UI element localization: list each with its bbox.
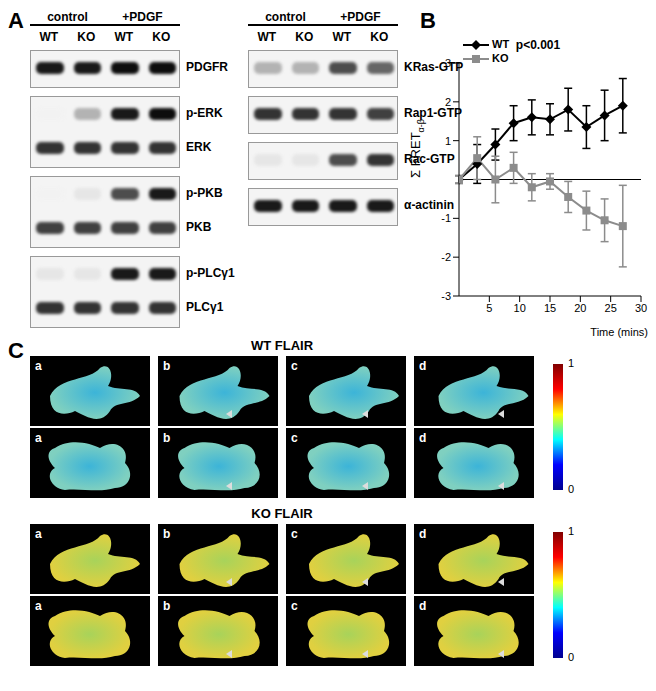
svg-text:5: 5: [486, 302, 492, 314]
svg-text:a: a: [35, 599, 42, 613]
svg-text:b: b: [163, 359, 170, 373]
svg-text:c: c: [291, 431, 298, 445]
svg-text:a: a: [35, 359, 42, 373]
svg-text:d: d: [419, 599, 426, 613]
svg-text:-1: -1: [441, 212, 451, 224]
svg-text:1: 1: [445, 135, 451, 147]
svg-text:-3: -3: [441, 290, 451, 302]
svg-text:2: 2: [445, 96, 451, 108]
svg-text:d: d: [419, 431, 426, 445]
svg-text:a: a: [35, 527, 42, 541]
svg-text:b: b: [163, 599, 170, 613]
svg-text:3: 3: [445, 57, 451, 69]
svg-text:b: b: [163, 527, 170, 541]
svg-text:a: a: [35, 431, 42, 445]
svg-text:25: 25: [605, 302, 617, 314]
svg-text:20: 20: [574, 302, 586, 314]
svg-text:c: c: [291, 359, 298, 373]
svg-text:-2: -2: [441, 251, 451, 263]
svg-text:d: d: [419, 359, 426, 373]
svg-text:d: d: [419, 527, 426, 541]
svg-text:b: b: [163, 431, 170, 445]
svg-text:30: 30: [635, 302, 647, 314]
svg-text:c: c: [291, 527, 298, 541]
svg-text:10: 10: [514, 302, 526, 314]
svg-text:c: c: [291, 599, 298, 613]
svg-text:15: 15: [544, 302, 556, 314]
